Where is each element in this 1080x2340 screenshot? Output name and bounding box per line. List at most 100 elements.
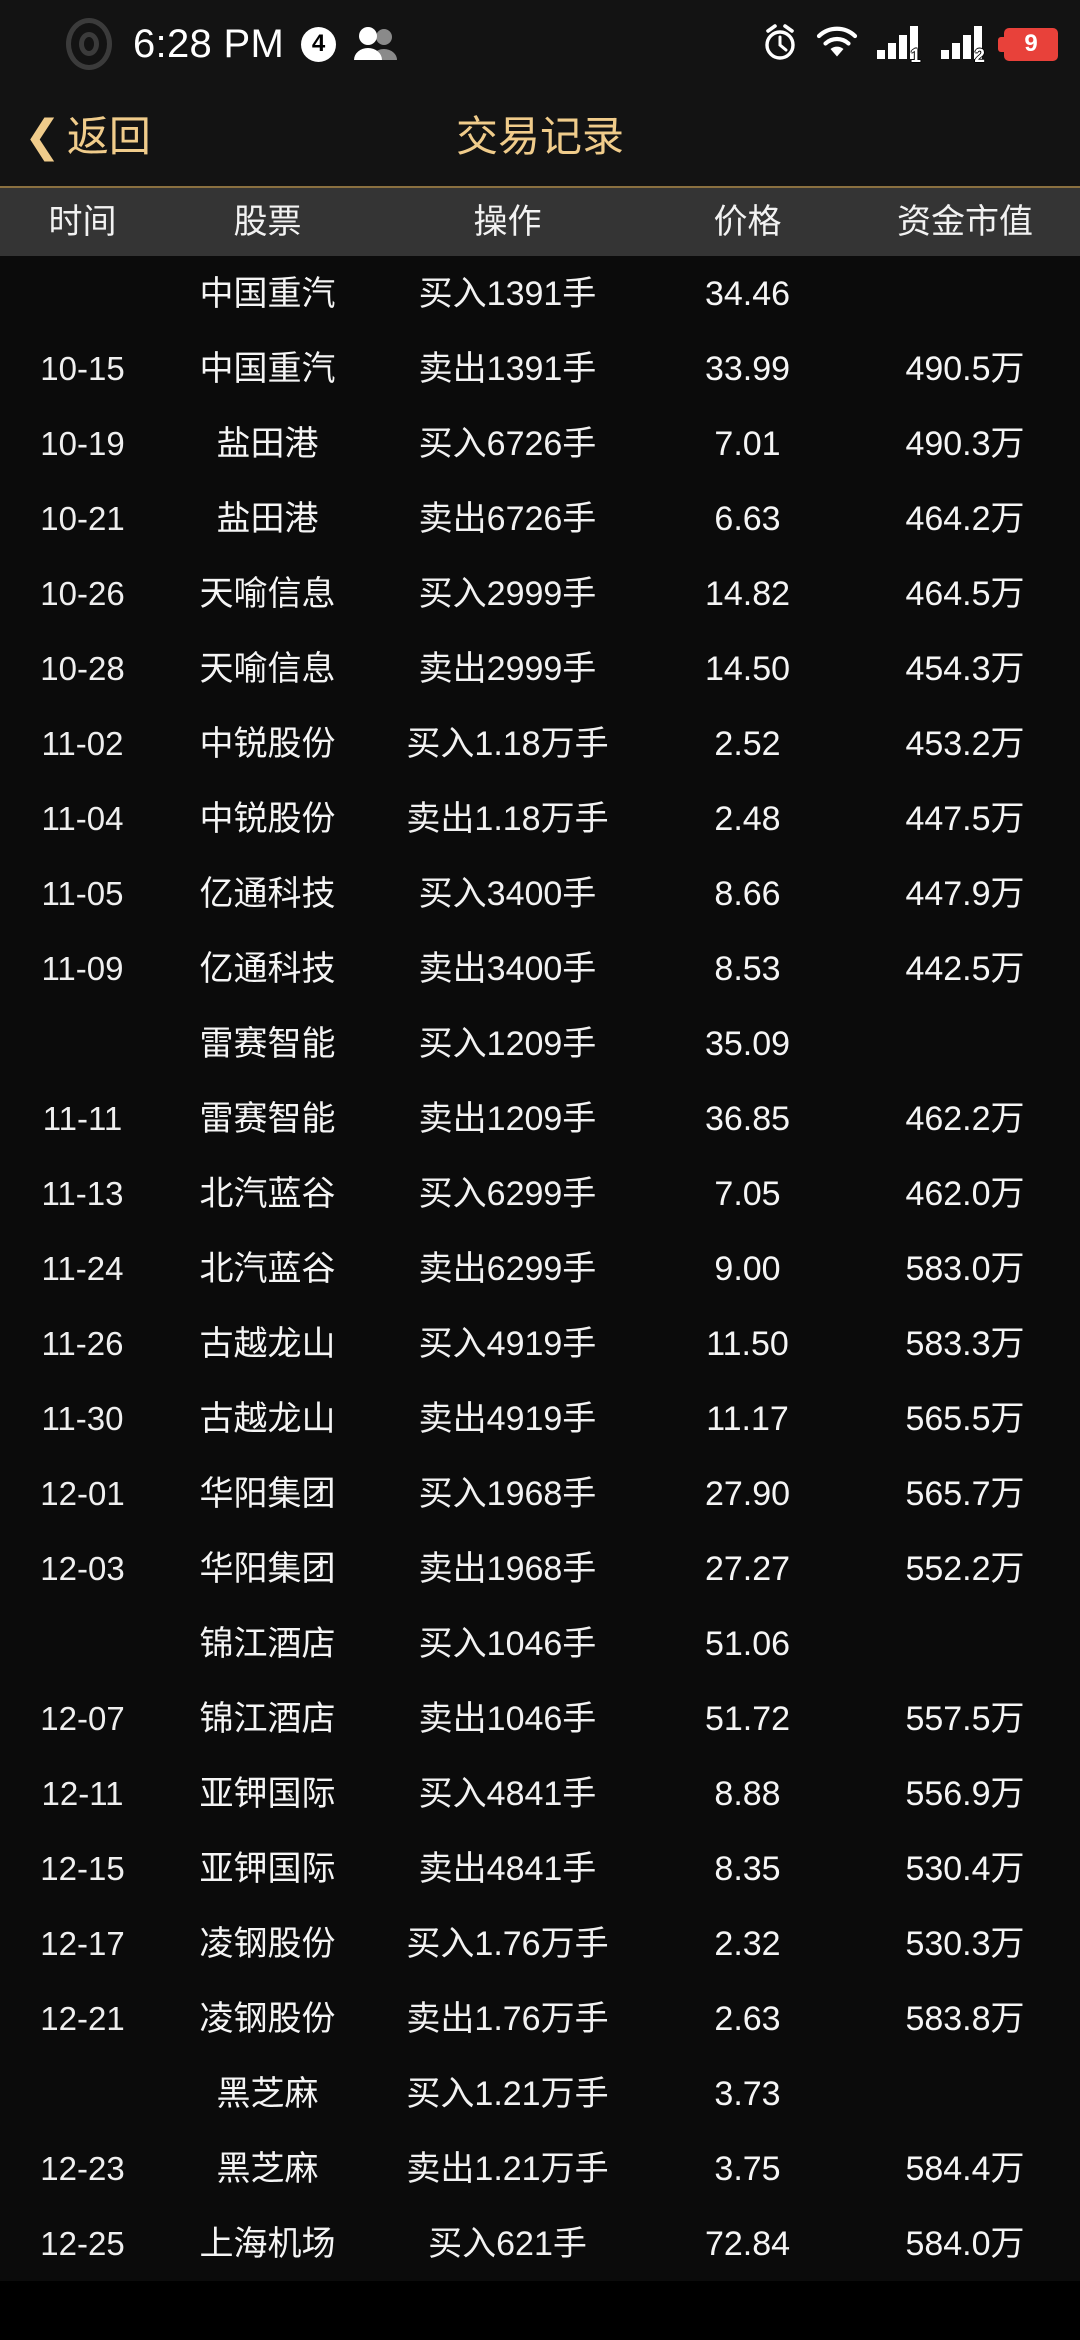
column-header-value: 资金市值 — [897, 203, 1033, 241]
cell-price: 11.17 — [706, 1399, 789, 1438]
cell-action: 卖出1046手 — [418, 1699, 597, 1738]
table-row[interactable]: 12-23 黑芝麻 卖出1.21万手 3.75 584.4万 — [0, 2131, 1080, 2206]
cell-value: 454.3万 — [905, 649, 1025, 688]
cell-time: 10-19 — [40, 425, 125, 462]
table-row[interactable]: 12-21 凌钢股份 卖出1.76万手 2.63 583.8万 — [0, 1981, 1080, 2056]
cell-action: 卖出2999手 — [418, 649, 597, 688]
table-row[interactable]: 10-19 盐田港 买入6726手 7.01 490.3万 — [0, 406, 1080, 481]
cell-action: 买入1391手 — [418, 274, 597, 313]
cell-value: 530.3万 — [905, 1924, 1025, 1963]
cell-stock: 雷赛智能 — [199, 1099, 336, 1138]
cell-action: 买入1.21万手 — [406, 2074, 609, 2113]
cell-price: 3.73 — [714, 2074, 781, 2113]
cell-stock: 亚钾国际 — [199, 1774, 336, 1813]
cell-stock: 锦江酒店 — [199, 1699, 336, 1738]
table-row[interactable]: 雷赛智能 买入1209手 35.09 — [0, 1006, 1080, 1081]
cell-value: 557.5万 — [905, 1699, 1025, 1738]
cell-action: 卖出1968手 — [418, 1549, 597, 1588]
cell-time: 12-11 — [41, 1775, 124, 1812]
cell-stock: 亿通科技 — [199, 949, 336, 988]
cell-value: 490.5万 — [905, 349, 1025, 388]
page-title: 交易记录 — [455, 113, 625, 160]
table-row[interactable]: 11-04 中锐股份 卖出1.18万手 2.48 447.5万 — [0, 781, 1080, 856]
back-button-label: 返回 — [66, 113, 151, 160]
table-row[interactable]: 12-01 华阳集团 买入1968手 27.90 565.7万 — [0, 1456, 1080, 1531]
table-row[interactable]: 11-05 亿通科技 买入3400手 8.66 447.9万 — [0, 856, 1080, 931]
cell-price: 8.35 — [714, 1849, 781, 1888]
wifi-icon — [816, 25, 858, 64]
table-row[interactable]: 12-25 上海机场 买入621手 72.84 584.0万 — [0, 2206, 1080, 2281]
table-row[interactable]: 12-11 亚钾国际 买入4841手 8.88 556.9万 — [0, 1756, 1080, 1831]
table-row[interactable]: 12-15 亚钾国际 卖出4841手 8.35 530.4万 — [0, 1831, 1080, 1906]
table-body: 中国重汽 买入1391手 34.46 10-15 中国重汽 卖出1391手 33.99 490… — [0, 256, 1080, 2281]
cell-time: 11-05 — [41, 875, 124, 912]
cell-stock: 锦江酒店 — [199, 1624, 336, 1663]
cell-price: 7.01 — [714, 424, 781, 463]
table-row[interactable]: 12-17 凌钢股份 买入1.76万手 2.32 530.3万 — [0, 1906, 1080, 1981]
table-row[interactable]: 12-03 华阳集团 卖出1968手 27.27 552.2万 — [0, 1531, 1080, 1606]
cell-price: 8.53 — [714, 949, 781, 988]
cell-price: 9.00 — [714, 1249, 781, 1288]
cell-value: 442.5万 — [905, 949, 1025, 988]
cell-stock: 亿通科技 — [199, 874, 336, 913]
cell-stock: 黑芝麻 — [216, 2074, 319, 2113]
cell-value: 565.5万 — [905, 1399, 1025, 1438]
cell-action: 卖出4919手 — [418, 1399, 597, 1438]
cell-stock: 亚钾国际 — [199, 1849, 336, 1888]
table-row[interactable]: 10-21 盐田港 卖出6726手 6.63 464.2万 — [0, 481, 1080, 556]
table-row[interactable]: 11-02 中锐股份 买入1.18万手 2.52 453.2万 — [0, 706, 1080, 781]
cell-stock: 古越龙山 — [199, 1399, 336, 1438]
cell-value: 462.2万 — [905, 1099, 1025, 1138]
chevron-left-icon: ❮ — [24, 111, 61, 162]
cell-time: 10-15 — [40, 350, 125, 387]
cell-stock: 中锐股份 — [199, 799, 336, 838]
table-row[interactable]: 11-30 古越龙山 卖出4919手 11.17 565.5万 — [0, 1381, 1080, 1456]
table-row[interactable]: 10-26 天喻信息 买入2999手 14.82 464.5万 — [0, 556, 1080, 631]
cell-stock: 华阳集团 — [199, 1474, 336, 1513]
cell-stock: 古越龙山 — [199, 1324, 336, 1363]
cell-action: 买入3400手 — [418, 874, 597, 913]
cell-stock: 天喻信息 — [199, 649, 336, 688]
cell-action: 买入1209手 — [418, 1024, 597, 1063]
cell-price: 8.88 — [714, 1774, 781, 1813]
cell-price: 6.63 — [714, 499, 781, 538]
cell-price: 3.75 — [714, 2149, 781, 2188]
cell-price: 2.63 — [714, 1999, 781, 2038]
cell-time: 12-15 — [40, 1850, 125, 1887]
cell-stock: 北汽蓝谷 — [199, 1174, 336, 1213]
cell-action: 买入1.18万手 — [406, 724, 609, 763]
table-row[interactable]: 10-28 天喻信息 卖出2999手 14.50 454.3万 — [0, 631, 1080, 706]
cell-stock: 雷赛智能 — [199, 1024, 336, 1063]
column-header-action: 操作 — [473, 203, 542, 241]
cell-time: 10-21 — [40, 500, 125, 537]
table-row[interactable]: 11-09 亿通科技 卖出3400手 8.53 442.5万 — [0, 931, 1080, 1006]
table-row[interactable]: 11-13 北汽蓝谷 买入6299手 7.05 462.0万 — [0, 1156, 1080, 1231]
cell-value: 584.0万 — [905, 2224, 1025, 2263]
cell-stock: 天喻信息 — [199, 574, 336, 613]
transaction-table: 时间 股票 操作 价格 资金市值 中国重汽 买入1391手 34.46 10-15 中国… — [0, 188, 1080, 2281]
column-header-stock: 股票 — [233, 203, 302, 241]
cell-value: 556.9万 — [905, 1774, 1025, 1813]
cell-time: 12-23 — [40, 2150, 125, 2187]
table-row[interactable]: 12-07 锦江酒店 卖出1046手 51.72 557.5万 — [0, 1681, 1080, 1756]
cell-action: 买入1.76万手 — [406, 1924, 609, 1963]
cell-value: 453.2万 — [905, 724, 1025, 763]
cell-action: 买入6299手 — [418, 1174, 597, 1213]
table-row[interactable]: 11-26 古越龙山 买入4919手 11.50 583.3万 — [0, 1306, 1080, 1381]
table-row[interactable]: 锦江酒店 买入1046手 51.06 — [0, 1606, 1080, 1681]
back-button[interactable]: ❮ 返回 — [24, 115, 151, 159]
cell-value: 530.4万 — [905, 1849, 1025, 1888]
cell-stock: 凌钢股份 — [199, 1924, 336, 1963]
cell-action: 卖出1.21万手 — [406, 2149, 609, 2188]
cell-value: 583.3万 — [905, 1324, 1025, 1363]
table-header-row: 时间 股票 操作 价格 资金市值 — [0, 188, 1080, 256]
table-row[interactable]: 11-24 北汽蓝谷 卖出6299手 9.00 583.0万 — [0, 1231, 1080, 1306]
cell-price: 72.84 — [704, 2224, 791, 2263]
cell-price: 35.09 — [704, 1024, 791, 1063]
table-row[interactable]: 中国重汽 买入1391手 34.46 — [0, 256, 1080, 331]
cell-value: 490.3万 — [905, 424, 1025, 463]
table-row[interactable]: 黑芝麻 买入1.21万手 3.73 — [0, 2056, 1080, 2131]
table-row[interactable]: 11-11 雷赛智能 卖出1209手 36.85 462.2万 — [0, 1081, 1080, 1156]
column-header-time: 时间 — [48, 203, 117, 241]
table-row[interactable]: 10-15 中国重汽 卖出1391手 33.99 490.5万 — [0, 331, 1080, 406]
